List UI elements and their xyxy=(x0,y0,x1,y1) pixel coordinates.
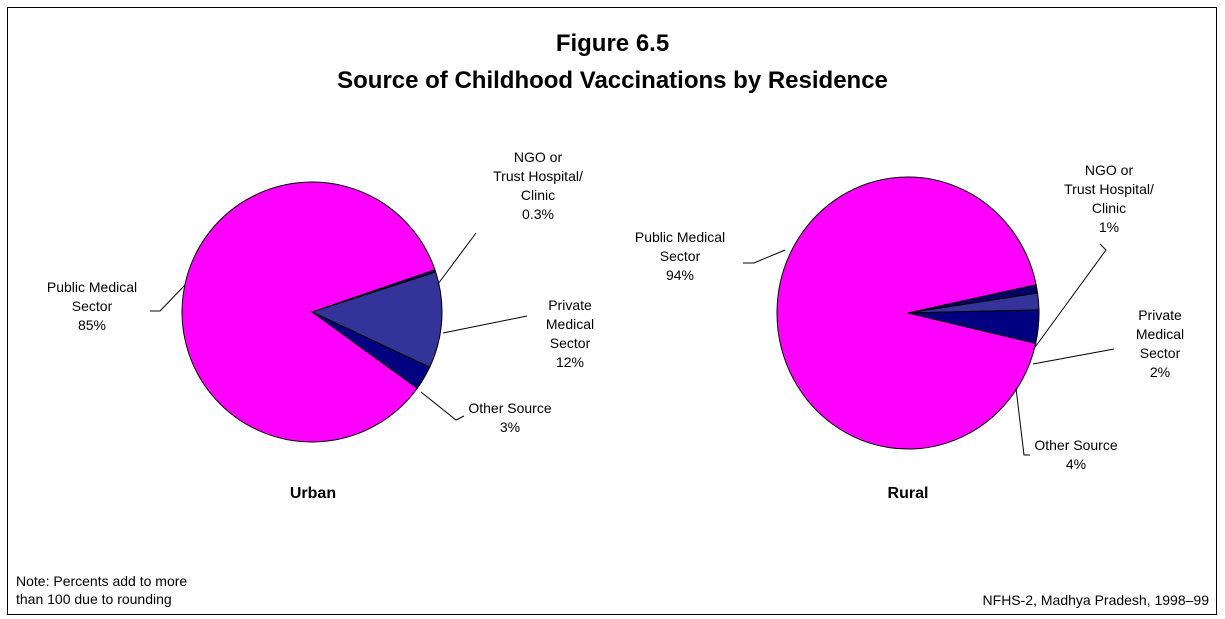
slice-label-ngo: NGO or xyxy=(514,149,563,165)
leader-line-ngo xyxy=(437,232,477,285)
slice-label-private: Medical xyxy=(546,316,594,332)
leader-line-private xyxy=(442,315,528,334)
footnote-line-2: than 100 due to rounding xyxy=(16,591,172,607)
slice-label-public: Public Medical xyxy=(47,279,137,295)
slice-label-public: 85% xyxy=(78,317,106,333)
slice-label-public: Public Medical xyxy=(635,229,725,245)
slice-label-ngo: 0.3% xyxy=(522,206,554,222)
pie-urban: Public Medical Sector 85% NGO or Trust Hospi… xyxy=(47,149,594,502)
slice-label-public: Sector xyxy=(660,248,701,264)
leader-line-ngo xyxy=(1032,243,1107,351)
slice-label-private: Private xyxy=(1138,307,1182,323)
slice-label-private: Medical xyxy=(1136,326,1184,342)
footnote-line-1: Note: Percents add to more xyxy=(16,573,188,589)
slice-label-private: 2% xyxy=(1150,364,1170,380)
figure-title: Source of Childhood Vaccinations by Resi… xyxy=(337,67,888,94)
pie-title: Urban xyxy=(290,485,336,502)
pie-title: Rural xyxy=(888,485,929,502)
footnote: Note: Percents add to more than 100 due … xyxy=(16,572,187,608)
slice-label-ngo: Clinic xyxy=(521,187,555,203)
leader-line-private xyxy=(1032,348,1115,365)
slice-label-ngo: Trust Hospital/ xyxy=(1064,181,1154,197)
slice-label-public: Sector xyxy=(72,298,113,314)
leader-line-other xyxy=(420,391,465,421)
slice-label-ngo: NGO or xyxy=(1085,162,1134,178)
slice-label-private: Sector xyxy=(1140,345,1181,361)
slice-label-other: 3% xyxy=(500,419,520,435)
slice-label-other: Other Source xyxy=(1034,437,1117,453)
figure-number: Figure 6.5 xyxy=(555,30,670,57)
pie-slice-public xyxy=(776,176,1037,450)
pie-rural: Public Medical Sector 94% NGO or Trust Hospi… xyxy=(635,162,1184,502)
slice-label-other: 4% xyxy=(1066,456,1086,472)
slice-label-ngo: Trust Hospital/ xyxy=(493,168,583,184)
pie-slice-public xyxy=(181,181,436,443)
leader-line-public xyxy=(743,249,786,264)
slice-label-private: 12% xyxy=(556,354,584,370)
slice-label-ngo: 1% xyxy=(1099,219,1119,235)
slice-label-private: Private xyxy=(548,297,592,313)
pie-slice-private xyxy=(310,271,443,368)
source-citation: NFHS-2, Madhya Pradesh, 1998–99 xyxy=(982,592,1209,608)
slice-label-ngo: Clinic xyxy=(1092,200,1126,216)
slice-label-other: Other Source xyxy=(468,400,551,416)
leader-line-public xyxy=(150,284,186,312)
slice-label-private: Sector xyxy=(550,335,591,351)
leader-line-other xyxy=(1015,387,1030,456)
slice-label-public: 94% xyxy=(666,267,694,283)
